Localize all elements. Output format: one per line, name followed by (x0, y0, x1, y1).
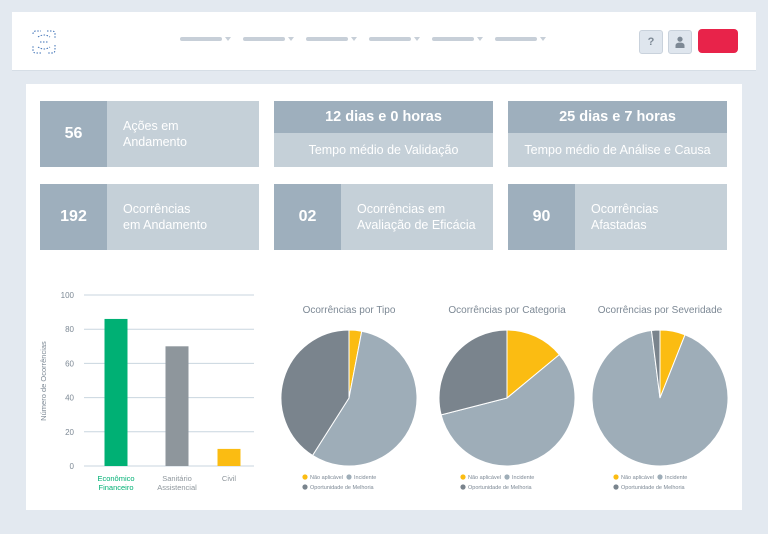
legend-swatch (302, 484, 308, 490)
pie-slice[interactable] (438, 329, 508, 416)
legend-label: Não aplicável (621, 475, 654, 481)
legend-swatch (346, 474, 352, 480)
pie-title: Ocorrências por Categoria (448, 305, 566, 316)
dashboard-panel: 56 Ações em Andamento 12 dias e 0 horas T… (26, 84, 742, 510)
card-value: 56 (40, 101, 107, 167)
pie-chart-categoria: Ocorrências por Categoria Não aplicável In… (438, 305, 576, 491)
legend-swatch (504, 474, 510, 480)
legend-swatch (613, 484, 619, 490)
legend-swatch (657, 474, 663, 480)
logo-icon[interactable] (30, 28, 58, 56)
legend-label: Não aplicável (468, 475, 501, 481)
y-tick-label: 100 (61, 291, 75, 300)
pie-slice[interactable] (591, 329, 729, 467)
card-label: Ocorrências Afastadas (575, 184, 727, 250)
pie-slice[interactable] (440, 353, 576, 467)
nav-item-5[interactable] (432, 37, 483, 41)
nav-item-4[interactable] (369, 37, 420, 41)
chevron-down-icon (540, 37, 546, 41)
card-value: 12 dias e 0 horas (274, 101, 493, 133)
pie-slice[interactable] (311, 330, 418, 467)
legend-label: Oportunidade de Melhoria (468, 485, 533, 491)
card-value: 90 (508, 184, 575, 250)
card-label: Ocorrências em Avaliação de Eficácia (341, 184, 493, 250)
chevron-down-icon (225, 37, 231, 41)
legend-label: Incidente (512, 475, 534, 481)
nav-item-3[interactable] (306, 37, 357, 41)
legend-swatch (460, 474, 466, 480)
x-tick-label: Econômico (97, 474, 134, 483)
y-tick-label: 60 (65, 359, 74, 368)
y-tick-label: 0 (70, 462, 75, 471)
x-tick-label: Assistencial (157, 483, 197, 492)
y-tick-label: 20 (65, 428, 74, 437)
y-tick-label: 40 (65, 394, 74, 403)
card-label: Tempo médio de Análise e Causa (508, 133, 727, 167)
nav-item-6[interactable] (495, 37, 546, 41)
user-button[interactable] (668, 30, 692, 54)
card-value: 192 (40, 184, 107, 250)
nav-item-1[interactable] (180, 37, 231, 41)
pie-slice[interactable] (506, 329, 561, 400)
legend-swatch (460, 484, 466, 490)
card-value: 02 (274, 184, 341, 250)
user-icon (675, 36, 685, 48)
bar[interactable] (104, 318, 128, 466)
legend-swatch (613, 474, 619, 480)
help-button[interactable]: ? (639, 30, 663, 54)
legend-label: Oportunidade de Melhoria (310, 485, 375, 491)
chevron-down-icon (351, 37, 357, 41)
pie-chart-tipo: Ocorrências por Tipo Não aplicável Inciden… (280, 305, 418, 491)
pie-title: Ocorrências por Severidade (598, 305, 723, 316)
chevron-down-icon (288, 37, 294, 41)
nav-item-2[interactable] (243, 37, 294, 41)
card-value: 25 dias e 7 horas (508, 101, 727, 133)
x-tick-label: Sanitário (162, 474, 192, 483)
legend-label: Incidente (354, 475, 376, 481)
card-ocorrencias-andamento[interactable]: 192 Ocorrências em Andamento (40, 184, 259, 250)
card-avaliacao-eficacia[interactable]: 02 Ocorrências em Avaliação de Eficácia (274, 184, 493, 250)
card-label: Ações em Andamento (107, 101, 259, 167)
card-label: Ocorrências em Andamento (107, 184, 259, 250)
card-label: Tempo médio de Validação (274, 133, 493, 167)
legend-swatch (302, 474, 308, 480)
bar[interactable] (217, 448, 241, 466)
bar[interactable] (165, 346, 189, 466)
card-tempo-validacao[interactable]: 12 dias e 0 horas Tempo médio de Validaç… (274, 101, 493, 167)
card-tempo-analise[interactable]: 25 dias e 7 horas Tempo médio de Análise… (508, 101, 727, 167)
top-bar: ? (12, 12, 756, 71)
pie-chart-severidade: Ocorrências por Severidade Não aplicável I… (591, 305, 729, 491)
bar-chart: 0 20 40 60 80 100 Número de Ocorrências Econômi… (39, 291, 254, 492)
chevron-down-icon (477, 37, 483, 41)
legend-label: Oportunidade de Melhoria (621, 485, 686, 491)
legend-label: Não aplicável (310, 475, 343, 481)
x-tick-label: Financeiro (98, 483, 133, 492)
pie-title: Ocorrências por Tipo (303, 305, 396, 316)
action-button[interactable] (698, 29, 738, 53)
legend-label: Incidente (665, 475, 687, 481)
pie-slice[interactable] (280, 329, 350, 457)
help-icon: ? (647, 36, 655, 48)
y-tick-label: 80 (65, 325, 74, 334)
x-tick-label: Civil (222, 474, 236, 483)
card-ocorrencias-afastadas[interactable]: 90 Ocorrências Afastadas (508, 184, 727, 250)
main-nav (180, 37, 546, 41)
card-acoes-andamento[interactable]: 56 Ações em Andamento (40, 101, 259, 167)
chevron-down-icon (414, 37, 420, 41)
pie-slice[interactable] (650, 329, 661, 399)
y-axis-label: Número de Ocorrências (39, 341, 48, 421)
